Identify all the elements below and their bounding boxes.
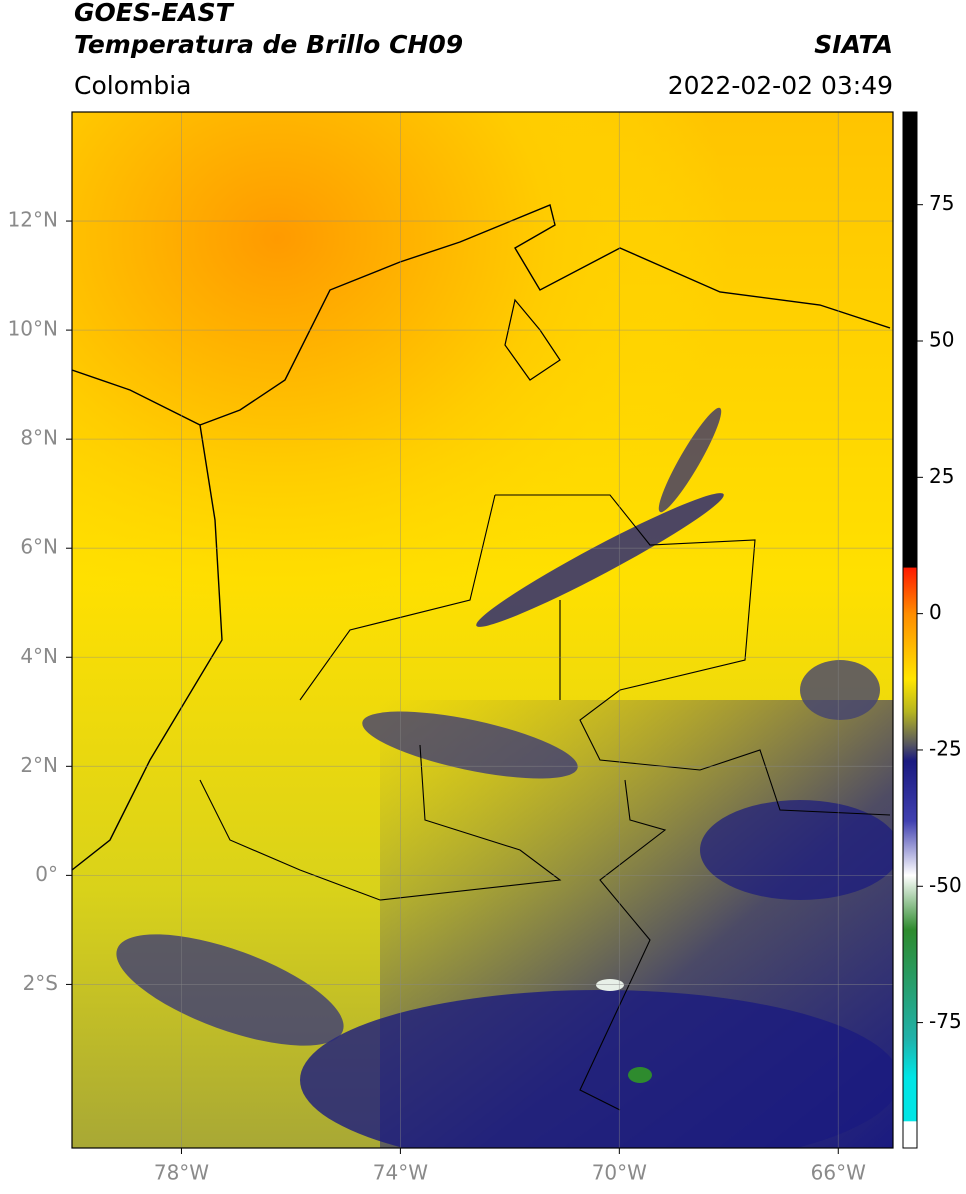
y-tick-label: 12°N [8,208,58,232]
colorbar [902,111,918,1149]
x-tick-label: 66°W [811,1161,866,1185]
colorbar-tick-label: 50 [929,328,954,352]
y-tick-label: 2°N [20,753,58,777]
title: GOES-EAST [74,0,235,27]
y-tick-label: 6°N [20,535,58,559]
colorbar-tick-label: 25 [929,464,954,488]
colorbar-tick-label: -25 [929,736,962,760]
source: SIATA [814,30,893,59]
region: Colombia [74,71,191,100]
y-tick-label: 8°N [20,426,58,450]
x-tick-label: 78°W [154,1161,209,1185]
subtitle: Temperatura de Brillo CH09 [74,30,463,59]
y-tick-label: 0° [35,862,58,886]
x-tick-label: 70°W [592,1161,647,1185]
map-image [72,112,893,1148]
colorbar-tick-label: -50 [929,873,962,897]
colorbar-tick-label: 0 [929,600,942,624]
x-tick-label: 74°W [373,1161,428,1185]
colorbar-tick-label: -75 [929,1009,962,1033]
y-tick-label: 10°N [8,317,58,341]
timestamp: 2022-02-02 03:49 [668,71,893,100]
colorbar-tick-label: 75 [929,191,954,215]
y-tick-label: 2°S [23,971,58,995]
map-frame [71,111,894,1149]
y-tick-label: 4°N [20,644,58,668]
